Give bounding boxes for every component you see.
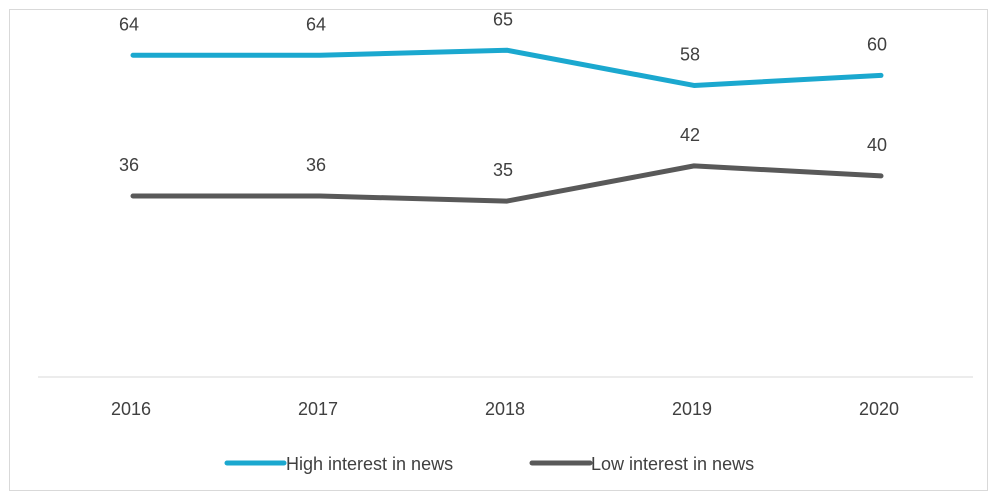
x-tick-layer: 2016 2017 2018 2019 2020 <box>111 399 899 419</box>
data-label-s1-1: 36 <box>306 155 326 175</box>
data-label-s0-1: 64 <box>306 14 326 34</box>
data-label-layer: 64 64 65 58 60 36 36 35 42 40 <box>119 9 887 180</box>
x-tick-label-3: 2019 <box>672 399 712 419</box>
chart-frame <box>9 9 988 491</box>
data-label-s1-4: 40 <box>867 135 887 155</box>
legend-label-1: Low interest in news <box>591 454 754 474</box>
x-tick-label-2: 2018 <box>485 399 525 419</box>
data-label-s1-2: 35 <box>493 160 513 180</box>
data-label-s0-3: 58 <box>680 44 700 64</box>
series-line-0 <box>130 47 884 88</box>
x-tick-label-4: 2020 <box>859 399 899 419</box>
data-label-s1-3: 42 <box>680 125 700 145</box>
x-tick-label-0: 2016 <box>111 399 151 419</box>
legend-label-0: High interest in news <box>286 454 453 474</box>
x-tick-label-1: 2017 <box>298 399 338 419</box>
series-line-1 <box>130 163 884 204</box>
data-label-s0-0: 64 <box>119 14 139 34</box>
legend: High interest in news Low interest in new… <box>224 454 754 474</box>
data-label-s1-0: 36 <box>119 155 139 175</box>
data-label-s0-2: 65 <box>493 9 513 29</box>
series-layer <box>130 47 884 204</box>
data-label-s0-4: 60 <box>867 34 887 54</box>
